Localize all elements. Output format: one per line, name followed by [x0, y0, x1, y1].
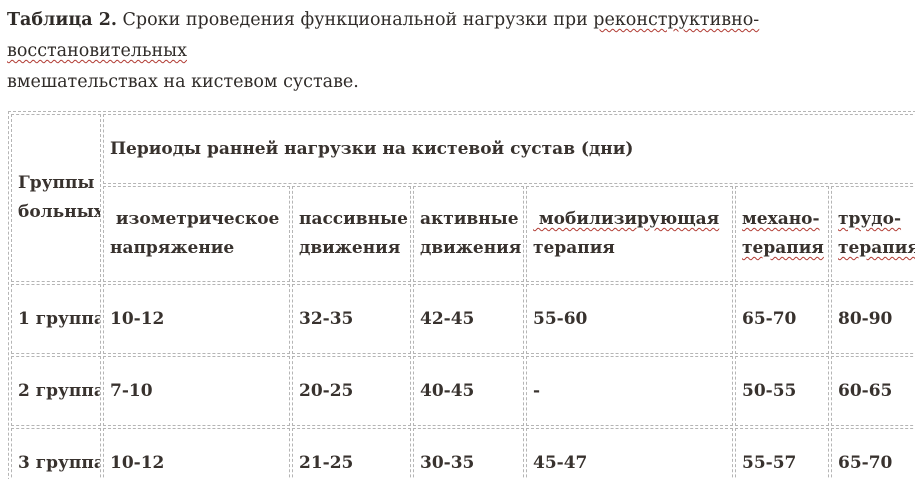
table-row-group2: 2 группа 7-10 20-25 40-45 - 50-55 60-65 — [11, 356, 915, 426]
value-cell: 60-65 — [831, 356, 915, 426]
value-cell: 45-47 — [526, 428, 733, 479]
caption-text-line2: вмешательствах на кистевом суставе. — [7, 72, 359, 92]
value-cell: 10-12 — [103, 284, 290, 354]
header-mechanotherapy: механо- терапия — [735, 186, 829, 282]
header-row-top: Группы больных Периоды ранней нагрузки н… — [11, 114, 915, 282]
header-occupational-therapy: трудо- терапия — [831, 186, 915, 282]
header-row-sub: изометрическое напряжение пассивные движ… — [11, 186, 915, 282]
header-active-line1: активные — [420, 209, 519, 229]
value-cell: 55-57 — [735, 428, 829, 479]
header-passive-line2: движения — [299, 238, 401, 258]
value-cell: 42-45 — [413, 284, 524, 354]
row-label-group2: 2 группа — [11, 356, 101, 426]
caption-misspelled-word: реконструктивно-восстановительных — [7, 10, 760, 61]
table-caption: Таблица 2. Сроки проведения функциональн… — [7, 5, 907, 98]
value-cell: 65-70 — [831, 428, 915, 479]
header-passive-movements: пассивные движения — [292, 186, 411, 282]
header-patient-groups-line1: Группы — [18, 173, 95, 193]
header-occupational-line1: трудо- — [838, 209, 902, 229]
header-patient-groups-line2: больных — [18, 202, 101, 222]
header-isometric-line1: изометрическое — [110, 209, 280, 229]
header-active-movements: активные движения — [413, 186, 524, 282]
header-mobilizing-line1: мобилизирующая — [533, 209, 720, 229]
value-cell: 20-25 — [292, 356, 411, 426]
value-cell: 10-12 — [103, 428, 290, 479]
header-isometric-line2: напряжение — [110, 238, 235, 258]
header-mechano-line1: механо- — [742, 209, 820, 229]
header-mobilizing-therapy: мобилизирующая терапия — [526, 186, 733, 282]
value-cell: 55-60 — [526, 284, 733, 354]
value-cell: 50-55 — [735, 356, 829, 426]
header-occupational-line2: терапия — [838, 238, 915, 258]
header-mechano-line2: терапия — [742, 238, 824, 258]
value-cell: - — [526, 356, 733, 426]
table-row-group1: 1 группа 10-12 32-35 42-45 55-60 65-70 8… — [11, 284, 915, 354]
value-cell: 7-10 — [103, 356, 290, 426]
value-cell: 80-90 — [831, 284, 915, 354]
value-cell: 40-45 — [413, 356, 524, 426]
header-periods-span: Периоды ранней нагрузки на кистевой суст… — [103, 114, 915, 184]
header-patient-groups: Группы больных — [11, 114, 101, 282]
header-mobilizing-line2: терапия — [533, 238, 615, 258]
value-cell: 30-35 — [413, 428, 524, 479]
header-active-line2: движения — [420, 238, 522, 258]
value-cell: 65-70 — [735, 284, 829, 354]
row-label-group3: 3 группа — [11, 428, 101, 479]
value-cell: 21-25 — [292, 428, 411, 479]
caption-number: Таблица 2. — [7, 10, 117, 30]
header-passive-line1: пассивные — [299, 209, 408, 229]
row-label-group1: 1 группа — [11, 284, 101, 354]
header-isometric-tension: изометрическое напряжение — [103, 186, 290, 282]
caption-text-line1: Сроки проведения функциональной нагрузки… — [116, 10, 594, 30]
load-periods-table: Группы больных Периоды ранней нагрузки н… — [8, 111, 915, 479]
table-row-group3: 3 группа 10-12 21-25 30-35 45-47 55-57 6… — [11, 428, 915, 479]
value-cell: 32-35 — [292, 284, 411, 354]
